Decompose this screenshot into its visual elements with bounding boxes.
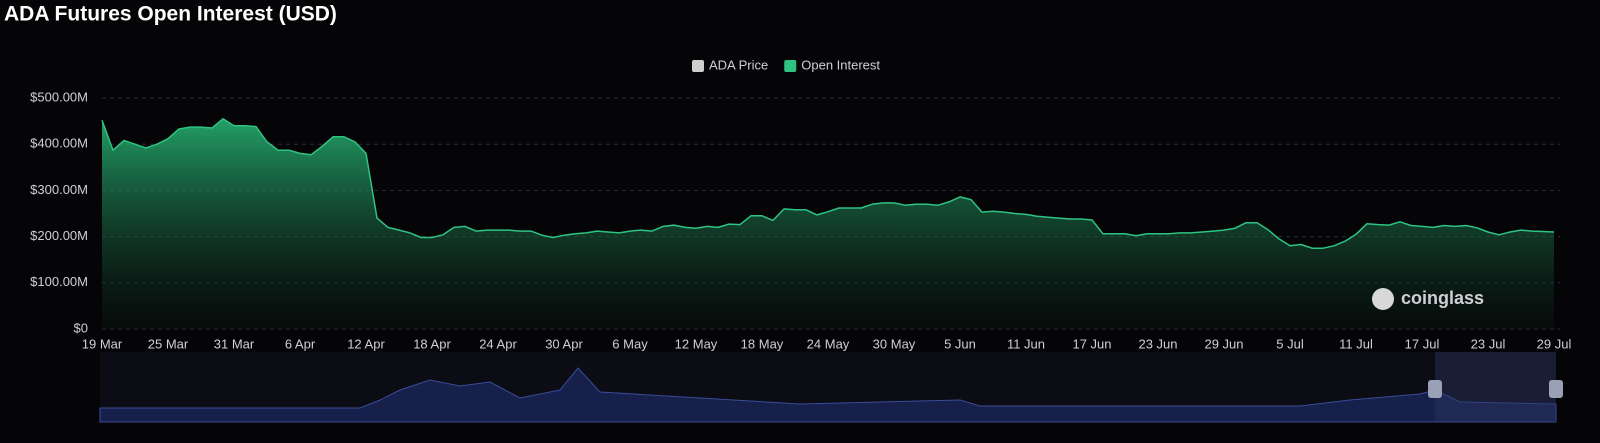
x-tick-label: 31 Mar xyxy=(214,336,255,351)
y-tick-label: $400.00M xyxy=(30,136,88,151)
x-tick-label: 5 Jul xyxy=(1276,336,1304,351)
x-tick-label: 29 Jun xyxy=(1204,336,1243,351)
watermark-logo xyxy=(1372,288,1394,310)
x-tick-label: 23 Jul xyxy=(1471,336,1506,351)
navigator-window[interactable] xyxy=(1435,352,1556,422)
x-tick-label: 23 Jun xyxy=(1138,336,1177,351)
x-tick-label: 30 May xyxy=(873,336,916,351)
y-tick-label: $300.00M xyxy=(30,182,88,197)
y-tick-label: $100.00M xyxy=(30,274,88,289)
y-tick-label: $200.00M xyxy=(30,228,88,243)
x-tick-label: 18 May xyxy=(741,336,784,351)
chart-title: ADA Futures Open Interest (USD) xyxy=(4,3,337,26)
x-tick-label: 24 May xyxy=(807,336,850,351)
x-tick-label: 25 Mar xyxy=(148,336,189,351)
legend-swatch xyxy=(784,60,797,72)
x-tick-label: 6 Apr xyxy=(285,336,316,351)
x-tick-label: 24 Apr xyxy=(479,336,517,351)
area-line xyxy=(101,118,1555,249)
x-tick-label: 12 May xyxy=(675,336,718,351)
x-tick-label: 29 Jul xyxy=(1537,336,1572,351)
x-tick-label: 5 Jun xyxy=(944,336,976,351)
navigator-handle[interactable] xyxy=(1428,380,1442,398)
x-tick-label: 6 May xyxy=(612,336,648,351)
legend-label: Open Interest xyxy=(801,57,880,72)
area-fill xyxy=(102,118,1554,329)
legend-swatch xyxy=(692,60,704,72)
watermark-text: coinglass xyxy=(1401,288,1484,308)
x-tick-label: 11 Jun xyxy=(1007,336,1045,351)
navigator-handle[interactable] xyxy=(1549,380,1563,398)
x-tick-label: 17 Jun xyxy=(1072,336,1111,351)
x-tick-label: 30 Apr xyxy=(545,336,583,351)
navigator-area xyxy=(99,367,1557,423)
x-tick-label: 19 Mar xyxy=(82,336,123,351)
navigator[interactable] xyxy=(99,352,1563,423)
y-tick-label: $500.00M xyxy=(30,89,88,104)
watermark xyxy=(1372,288,1394,310)
legend-label: ADA Price xyxy=(709,57,768,72)
x-tick-label: 18 Apr xyxy=(413,336,451,351)
x-tick-label: 17 Jul xyxy=(1405,336,1440,351)
y-tick-label: $0 xyxy=(74,320,88,335)
x-tick-label: 12 Apr xyxy=(347,336,385,351)
x-tick-label: 11 Jul xyxy=(1339,336,1373,351)
